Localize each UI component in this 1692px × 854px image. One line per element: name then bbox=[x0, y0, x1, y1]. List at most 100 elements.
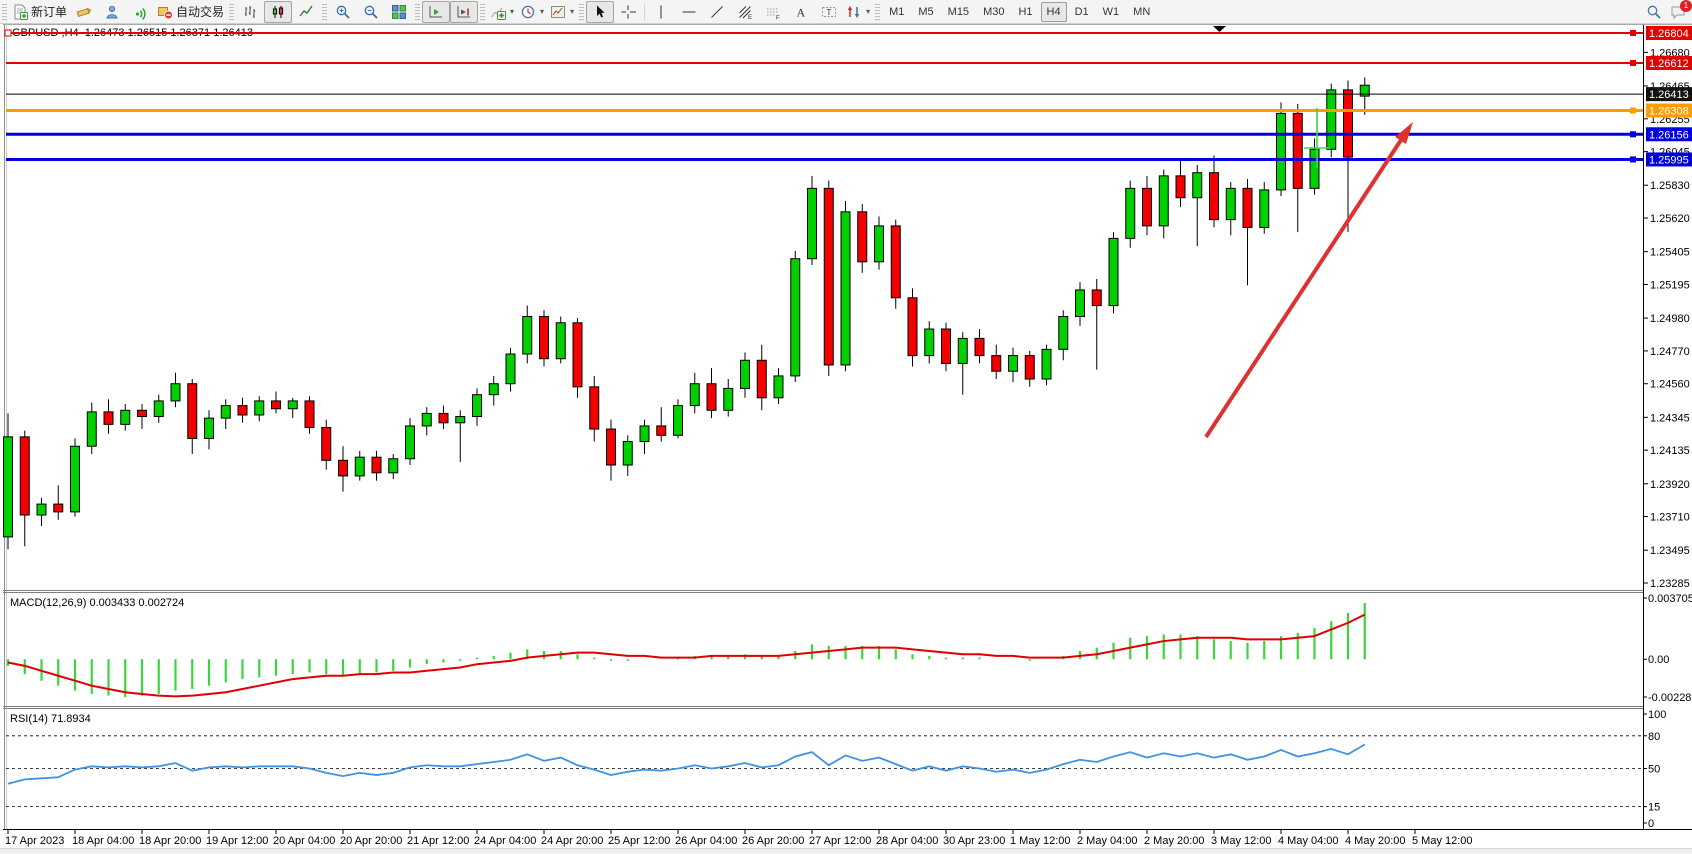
notifications-button[interactable]: 1 bbox=[1670, 0, 1692, 20]
timeframe-button-mn[interactable]: MN bbox=[1133, 5, 1151, 18]
svg-text:100: 100 bbox=[1648, 709, 1666, 721]
svg-text:2 May 04:00: 2 May 04:00 bbox=[1077, 835, 1138, 847]
grid-button[interactable]: F bbox=[759, 1, 787, 23]
chevron-down-icon: ▾ bbox=[540, 7, 545, 16]
candle-bull bbox=[807, 187, 817, 260]
styler-button[interactable] bbox=[70, 1, 98, 23]
candle-bull bbox=[1259, 189, 1270, 228]
zoom-in-button[interactable] bbox=[329, 1, 357, 23]
candle-bull bbox=[1008, 355, 1018, 372]
zoom-out-button[interactable] bbox=[357, 1, 385, 23]
svg-text:24 Apr 20:00: 24 Apr 20:00 bbox=[541, 835, 603, 847]
candle-bear bbox=[237, 405, 248, 416]
candle-bear bbox=[438, 412, 449, 424]
chevron-down-icon: ▾ bbox=[570, 7, 575, 16]
timeframe-button-d1[interactable]: D1 bbox=[1074, 5, 1089, 18]
macd-indicator-label: MACD(12,26,9) 0.003433 0.002724 bbox=[10, 597, 185, 609]
svg-text:1.25620: 1.25620 bbox=[1650, 213, 1690, 225]
horizontal-line-icon bbox=[682, 11, 696, 12]
candle-bull bbox=[153, 400, 164, 418]
candle-bull bbox=[1041, 348, 1052, 380]
chart-shift-button[interactable] bbox=[450, 0, 479, 23]
svg-text:21 Apr 12:00: 21 Apr 12:00 bbox=[407, 835, 469, 847]
candle-bear bbox=[1292, 112, 1303, 189]
search-icon[interactable] bbox=[1646, 4, 1662, 20]
community-button[interactable] bbox=[98, 1, 126, 23]
timeframe-button-m30[interactable]: M30 bbox=[983, 5, 1005, 18]
new-order-button[interactable]: 新订单 bbox=[9, 1, 70, 23]
horizontal-levels[interactable] bbox=[4, 29, 1643, 163]
level-endpoint-marker bbox=[1630, 156, 1636, 163]
candle-bull bbox=[1192, 172, 1203, 199]
toolbar-right-group: 1 bbox=[1646, 0, 1692, 20]
timeframe-button-m1[interactable]: M1 bbox=[889, 5, 905, 18]
templates-button[interactable]: ▾ bbox=[547, 1, 577, 23]
macd-pane bbox=[6, 603, 1366, 698]
macd-signal-line bbox=[7, 613, 1366, 698]
template-icon bbox=[551, 5, 566, 18]
line-chart-button[interactable] bbox=[292, 1, 320, 23]
candle-bear bbox=[53, 503, 64, 513]
chart-shift-icon bbox=[457, 5, 471, 17]
new-order-label: 新订单 bbox=[31, 5, 68, 19]
candle-bear bbox=[706, 383, 717, 411]
candle-bear bbox=[187, 383, 198, 439]
svg-text:1.23920: 1.23920 bbox=[1650, 479, 1690, 491]
svg-text:F: F bbox=[776, 15, 780, 20]
level-endpoint-marker bbox=[1630, 30, 1636, 36]
rsi-pane bbox=[7, 743, 1366, 785]
price-tag bbox=[1646, 103, 1692, 118]
zoom-in-icon bbox=[336, 5, 350, 19]
level-left-marker bbox=[4, 29, 12, 37]
candle-bear bbox=[756, 359, 767, 399]
crosshair-icon bbox=[621, 5, 637, 18]
candle-bull bbox=[488, 383, 499, 396]
object-anchor-triangle bbox=[1213, 26, 1226, 32]
svg-text:1.26156: 1.26156 bbox=[1649, 129, 1689, 141]
timeframe-button-w1[interactable]: W1 bbox=[1102, 5, 1120, 18]
vertical-line-button[interactable] bbox=[647, 1, 675, 23]
toolbar-grip bbox=[480, 3, 486, 20]
crosshair-button[interactable] bbox=[614, 1, 642, 23]
autotrading-button[interactable]: 自动交易 bbox=[154, 1, 227, 23]
trend-arrow bbox=[1204, 138, 1403, 439]
candle-bear bbox=[589, 386, 600, 430]
timeframe-button-m15[interactable]: M15 bbox=[947, 5, 970, 18]
candle-bull bbox=[840, 211, 851, 366]
svg-text:0.003705: 0.003705 bbox=[1648, 593, 1692, 605]
bar-chart-button[interactable] bbox=[236, 1, 264, 23]
text-label-button[interactable]: T bbox=[815, 1, 843, 23]
timeframe-button-h4[interactable]: H4 bbox=[1040, 1, 1067, 22]
cursor-button[interactable] bbox=[586, 0, 615, 23]
periods-button[interactable]: ▾ bbox=[517, 1, 547, 23]
price-tag bbox=[1646, 127, 1692, 142]
indicators-button[interactable]: ▾ bbox=[487, 1, 517, 23]
svg-text:15: 15 bbox=[1648, 802, 1660, 814]
candle-bull bbox=[924, 328, 935, 357]
timeframe-button-m5[interactable]: M5 bbox=[918, 5, 934, 18]
timeframe-button-h1[interactable]: H1 bbox=[1018, 5, 1033, 18]
trendline-button[interactable] bbox=[703, 1, 731, 23]
candle-bull bbox=[522, 316, 533, 355]
signals-button[interactable] bbox=[126, 1, 154, 23]
toolbar-grip bbox=[415, 3, 421, 20]
candle-bear bbox=[1175, 175, 1186, 199]
svg-text:80: 80 bbox=[1648, 731, 1660, 743]
candle-bull bbox=[689, 383, 700, 407]
crayon-icon bbox=[76, 4, 92, 20]
auto-scroll-button[interactable] bbox=[422, 0, 451, 23]
fibonacci-button[interactable]: E bbox=[731, 1, 759, 23]
window-bottom-edge bbox=[0, 848, 1692, 854]
signal-icon bbox=[132, 4, 148, 20]
tile-windows-button[interactable] bbox=[385, 1, 413, 23]
candle-bear bbox=[974, 337, 985, 357]
candle-bull bbox=[1158, 175, 1169, 227]
candlestick-chart-button[interactable] bbox=[264, 0, 293, 23]
svg-text:0.00: 0.00 bbox=[1648, 654, 1669, 666]
fibonacci-icon: E bbox=[739, 5, 752, 20]
candle-bull bbox=[874, 225, 884, 263]
arrows-tool-button[interactable]: ▾ bbox=[843, 1, 873, 23]
text-button[interactable]: A bbox=[787, 1, 815, 23]
horizontal-line-button[interactable] bbox=[675, 1, 703, 23]
